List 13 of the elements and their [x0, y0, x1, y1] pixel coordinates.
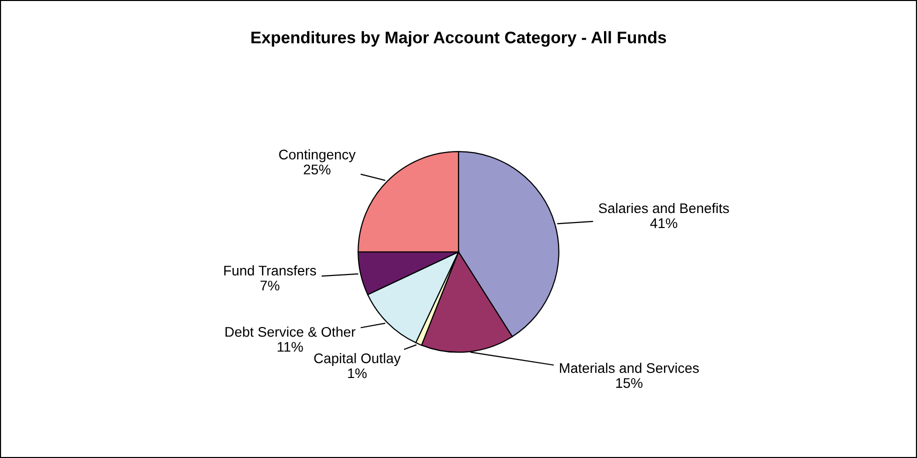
data-label: 11% [278, 342, 303, 352]
chart-title: Expenditures by Major Account Category - All Funds [251, 31, 666, 47]
slice-label: Salaries and Benefits [598, 202, 729, 214]
data-label: 25% [304, 164, 330, 174]
data-label: 41% [650, 218, 678, 228]
slice-label: Materials and Services [560, 362, 699, 373]
slice-label: Capital Outlay [314, 353, 401, 366]
data-label: 1% [348, 368, 367, 378]
data-label: 7% [260, 280, 280, 290]
data-label: 15% [616, 378, 642, 388]
slice-label: Contingency [279, 149, 356, 162]
slice-label: Fund Transfers [224, 265, 316, 276]
slice-label: Debt Service & Other [226, 326, 356, 337]
